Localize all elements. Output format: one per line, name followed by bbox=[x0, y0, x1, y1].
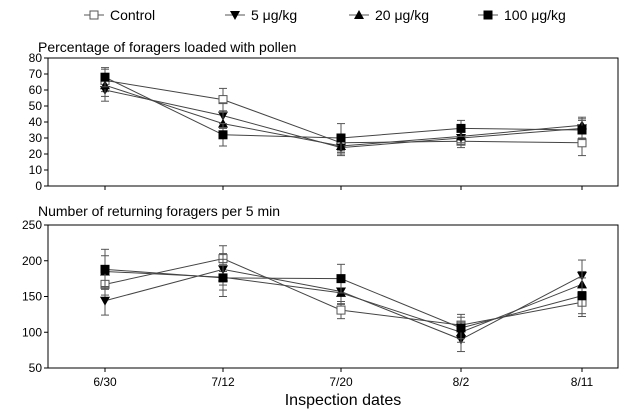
y-tick-label: 100 bbox=[22, 325, 42, 339]
legend-item: 20 μg/kg bbox=[349, 7, 429, 23]
legend-label: 100 μg/kg bbox=[504, 7, 566, 23]
y-tick-label: 50 bbox=[29, 99, 43, 113]
data-point bbox=[456, 123, 466, 133]
legend-label: Control bbox=[110, 7, 155, 23]
panel-pollen: Percentage of foragers loaded with polle… bbox=[29, 39, 619, 193]
y-tick-label: 60 bbox=[29, 83, 43, 97]
plot-frame bbox=[47, 224, 619, 369]
legend-label: 5 μg/kg bbox=[251, 7, 297, 23]
series-down-triangle bbox=[100, 253, 587, 353]
data-point bbox=[100, 72, 110, 82]
y-tick-label: 70 bbox=[29, 67, 43, 81]
data-point bbox=[100, 296, 110, 306]
legend-marker bbox=[354, 10, 364, 19]
series-filled-square bbox=[100, 248, 587, 340]
x-tick-label: 8/11 bbox=[571, 375, 594, 389]
legend-label: 20 μg/kg bbox=[375, 7, 429, 23]
y-tick-label: 20 bbox=[29, 147, 43, 161]
y-tick-label: 50 bbox=[29, 361, 43, 375]
data-point bbox=[336, 133, 346, 143]
y-tick-label: 30 bbox=[29, 131, 43, 145]
data-point bbox=[577, 125, 587, 135]
y-tick-label: 10 bbox=[29, 163, 43, 177]
y-tick-label: 0 bbox=[35, 179, 42, 193]
data-point bbox=[218, 130, 228, 140]
panel-title: Percentage of foragers loaded with polle… bbox=[38, 39, 296, 55]
x-tick-label: 6/30 bbox=[93, 375, 117, 389]
panel-returning: Number of returning foragers per 5 min 5… bbox=[22, 203, 619, 389]
data-point bbox=[218, 273, 228, 283]
data-point bbox=[100, 264, 110, 274]
plot-frame bbox=[47, 57, 619, 187]
series-down-triangle bbox=[100, 78, 587, 157]
x-axis-label: Inspection dates bbox=[285, 392, 402, 409]
legend: Control 5 μg/kg 20 μg/kg 100 μg/kg bbox=[84, 7, 566, 23]
x-tick-label: 7/20 bbox=[329, 375, 353, 389]
data-point bbox=[336, 305, 346, 315]
y-tick-label: 200 bbox=[22, 254, 42, 268]
legend-item: 100 μg/kg bbox=[478, 7, 566, 23]
series-filled-square bbox=[100, 67, 587, 153]
data-point bbox=[336, 274, 346, 284]
legend-marker bbox=[89, 10, 99, 20]
y-tick-label: 250 bbox=[22, 218, 42, 232]
series-line bbox=[104, 76, 583, 139]
legend-marker bbox=[230, 11, 240, 20]
y-tick-label: 80 bbox=[29, 51, 43, 65]
data-point bbox=[577, 291, 587, 301]
legend-item: 5 μg/kg bbox=[225, 7, 297, 23]
x-tick-label: 8/2 bbox=[453, 375, 470, 389]
legend-item: Control bbox=[84, 7, 155, 23]
legend-marker bbox=[483, 10, 493, 20]
series-open-square bbox=[100, 68, 587, 157]
series-up-triangle bbox=[100, 255, 587, 343]
y-tick-label: 150 bbox=[22, 290, 42, 304]
x-tick-label: 7/12 bbox=[211, 375, 235, 389]
panel-title: Number of returning foragers per 5 min bbox=[38, 203, 280, 219]
y-tick-label: 40 bbox=[29, 115, 43, 129]
data-point bbox=[456, 323, 466, 333]
